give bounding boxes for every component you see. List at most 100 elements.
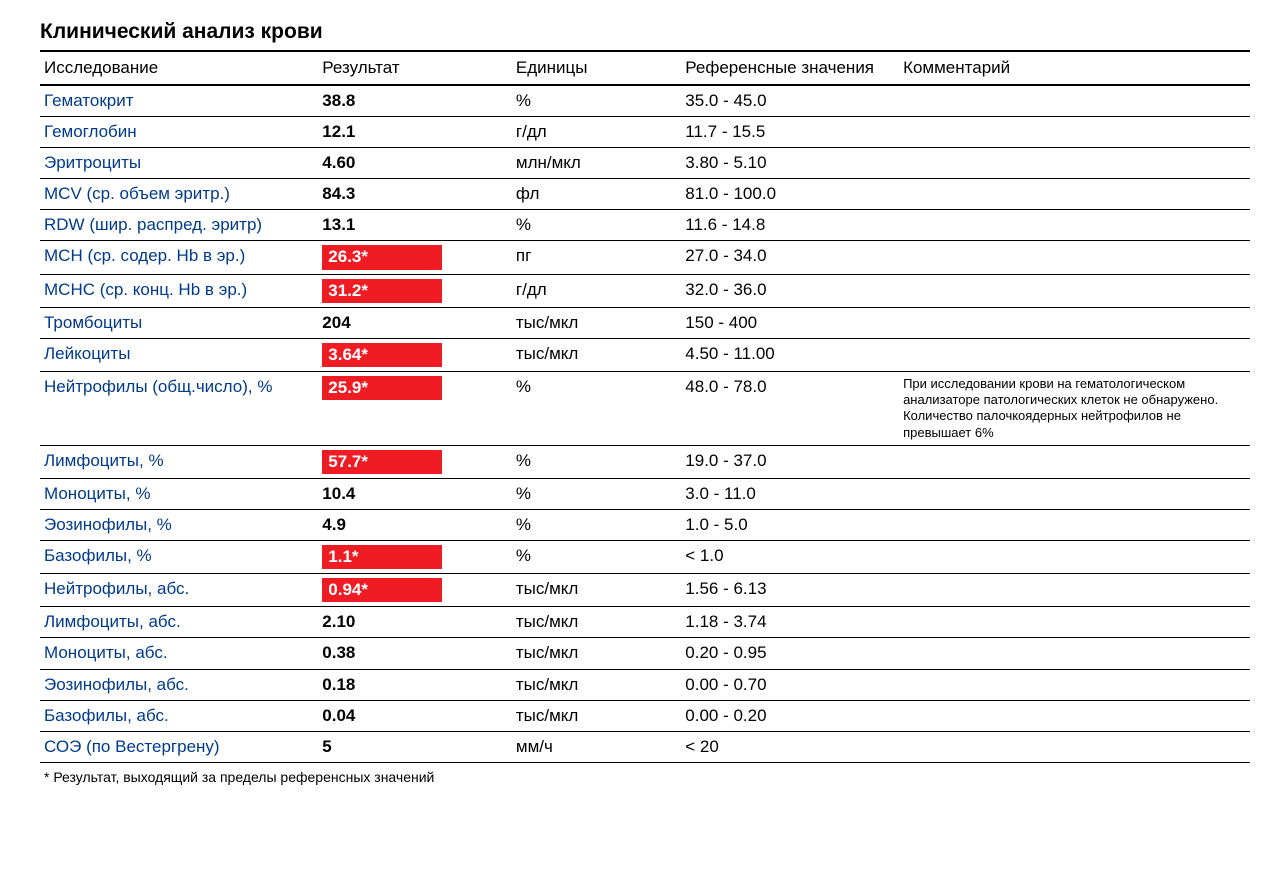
cell-reference: 150 - 400 xyxy=(681,307,899,338)
abnormal-flag: 26.3* xyxy=(322,245,442,269)
cell-test-name: MCHC (ср. конц. Hb в эр.) xyxy=(40,274,318,307)
cell-result: 26.3* xyxy=(318,241,512,274)
cell-reference: 0.00 - 0.70 xyxy=(681,669,899,700)
cell-reference: 11.7 - 15.5 xyxy=(681,117,899,148)
cell-comment xyxy=(899,700,1250,731)
table-row: Лейкоциты3.64*тыс/мкл4.50 - 11.00 xyxy=(40,338,1250,371)
th-units: Единицы xyxy=(512,51,681,85)
th-comment: Комментарий xyxy=(899,51,1250,85)
cell-test-name: Моноциты, % xyxy=(40,478,318,509)
cell-test-name: Нейтрофилы (общ.число), % xyxy=(40,371,318,445)
cell-test-name: Гемоглобин xyxy=(40,117,318,148)
cell-comment xyxy=(899,510,1250,541)
cell-comment xyxy=(899,274,1250,307)
cell-result: 57.7* xyxy=(318,445,512,478)
cell-comment xyxy=(899,541,1250,574)
cell-test-name: Базофилы, абс. xyxy=(40,700,318,731)
cell-reference: 48.0 - 78.0 xyxy=(681,371,899,445)
results-table: Исследование Результат Единицы Референсн… xyxy=(40,50,1250,763)
cell-units: тыс/мкл xyxy=(512,700,681,731)
cell-units: пг xyxy=(512,241,681,274)
table-row: Базофилы, абс.0.04тыс/мкл0.00 - 0.20 xyxy=(40,700,1250,731)
table-row: Эозинофилы, абс.0.18тыс/мкл0.00 - 0.70 xyxy=(40,669,1250,700)
cell-comment xyxy=(899,338,1250,371)
cell-reference: 1.18 - 3.74 xyxy=(681,607,899,638)
cell-test-name: Базофилы, % xyxy=(40,541,318,574)
cell-reference: 19.0 - 37.0 xyxy=(681,445,899,478)
cell-units: % xyxy=(512,371,681,445)
cell-test-name: MCV (ср. объем эритр.) xyxy=(40,179,318,210)
table-row: Тромбоциты204тыс/мкл150 - 400 xyxy=(40,307,1250,338)
cell-comment xyxy=(899,638,1250,669)
cell-comment xyxy=(899,307,1250,338)
cell-reference: 0.00 - 0.20 xyxy=(681,700,899,731)
cell-reference: 1.56 - 6.13 xyxy=(681,574,899,607)
cell-comment xyxy=(899,179,1250,210)
cell-comment xyxy=(899,574,1250,607)
th-ref: Референсные значения xyxy=(681,51,899,85)
cell-result: 0.38 xyxy=(318,638,512,669)
cell-comment xyxy=(899,241,1250,274)
cell-result: 4.60 xyxy=(318,148,512,179)
cell-result: 13.1 xyxy=(318,210,512,241)
cell-result: 204 xyxy=(318,307,512,338)
cell-test-name: Эозинофилы, % xyxy=(40,510,318,541)
table-row: СОЭ (по Вестергрену)5мм/ч< 20 xyxy=(40,731,1250,762)
cell-test-name: Эозинофилы, абс. xyxy=(40,669,318,700)
cell-units: фл xyxy=(512,179,681,210)
cell-reference: < 20 xyxy=(681,731,899,762)
cell-test-name: Лейкоциты xyxy=(40,338,318,371)
abnormal-flag: 0.94* xyxy=(322,578,442,602)
cell-units: % xyxy=(512,445,681,478)
cell-result: 12.1 xyxy=(318,117,512,148)
abnormal-flag: 1.1* xyxy=(322,545,442,569)
cell-units: % xyxy=(512,478,681,509)
table-row: Нейтрофилы, абс.0.94* тыс/мкл1.56 - 6.13 xyxy=(40,574,1250,607)
table-row: RDW (шир. распред. эритр)13.1%11.6 - 14.… xyxy=(40,210,1250,241)
cell-units: тыс/мкл xyxy=(512,638,681,669)
cell-units: % xyxy=(512,210,681,241)
abnormal-flag: 31.2* xyxy=(322,279,442,303)
cell-units: тыс/мкл xyxy=(512,607,681,638)
cell-comment xyxy=(899,445,1250,478)
cell-comment xyxy=(899,731,1250,762)
cell-reference: 27.0 - 34.0 xyxy=(681,241,899,274)
cell-units: % xyxy=(512,510,681,541)
table-row: Эритроциты4.60млн/мкл3.80 - 5.10 xyxy=(40,148,1250,179)
cell-result: 84.3 xyxy=(318,179,512,210)
table-header-row: Исследование Результат Единицы Референсн… xyxy=(40,51,1250,85)
table-row: MCV (ср. объем эритр.)84.3фл81.0 - 100.0 xyxy=(40,179,1250,210)
cell-reference: 35.0 - 45.0 xyxy=(681,85,899,117)
cell-comment xyxy=(899,607,1250,638)
cell-test-name: Нейтрофилы, абс. xyxy=(40,574,318,607)
cell-test-name: СОЭ (по Вестергрену) xyxy=(40,731,318,762)
cell-test-name: Тромбоциты xyxy=(40,307,318,338)
cell-units: тыс/мкл xyxy=(512,338,681,371)
cell-result: 25.9* xyxy=(318,371,512,445)
cell-units: % xyxy=(512,85,681,117)
cell-test-name: Моноциты, абс. xyxy=(40,638,318,669)
table-row: Эозинофилы, %4.9%1.0 - 5.0 xyxy=(40,510,1250,541)
cell-result: 3.64* xyxy=(318,338,512,371)
cell-result: 5 xyxy=(318,731,512,762)
report-title: Клинический анализ крови xyxy=(40,20,1250,44)
cell-units: мм/ч xyxy=(512,731,681,762)
cell-units: млн/мкл xyxy=(512,148,681,179)
table-row: Базофилы, %1.1*%< 1.0 xyxy=(40,541,1250,574)
cell-result: 31.2* xyxy=(318,274,512,307)
cell-units: тыс/мкл xyxy=(512,307,681,338)
cell-reference: 4.50 - 11.00 xyxy=(681,338,899,371)
cell-reference: 0.20 - 0.95 xyxy=(681,638,899,669)
th-result: Результат xyxy=(318,51,512,85)
cell-result: 0.94* xyxy=(318,574,512,607)
cell-test-name: Гематокрит xyxy=(40,85,318,117)
cell-units: тыс/мкл xyxy=(512,574,681,607)
cell-reference: 32.0 - 36.0 xyxy=(681,274,899,307)
cell-units: г/дл xyxy=(512,274,681,307)
cell-comment xyxy=(899,85,1250,117)
table-row: MCH (ср. содер. Hb в эр.)26.3*пг27.0 - 3… xyxy=(40,241,1250,274)
cell-reference: < 1.0 xyxy=(681,541,899,574)
table-row: Лимфоциты, %57.7*%19.0 - 37.0 xyxy=(40,445,1250,478)
th-name: Исследование xyxy=(40,51,318,85)
table-row: Гемоглобин12.1г/дл11.7 - 15.5 xyxy=(40,117,1250,148)
